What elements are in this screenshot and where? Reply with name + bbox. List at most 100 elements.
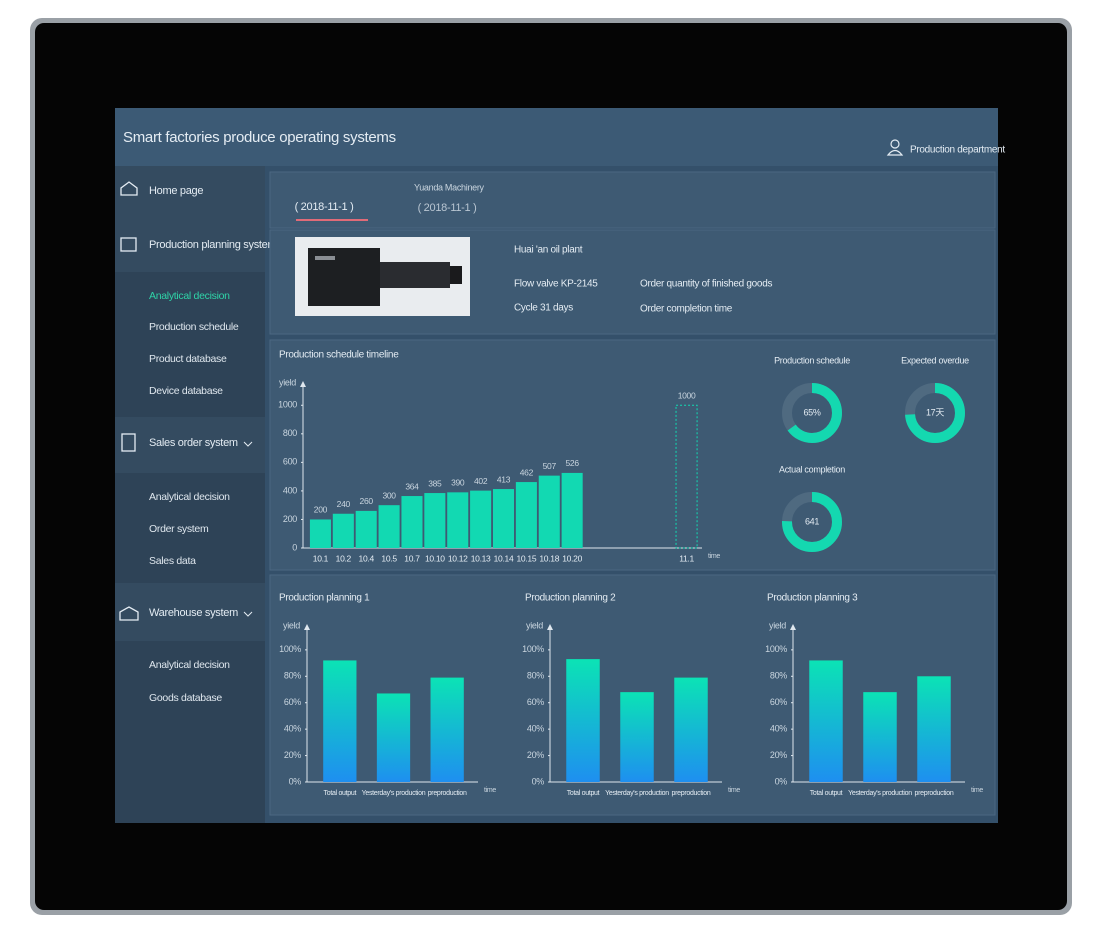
tabs-panel [269,171,996,229]
menu-item[interactable]: Sales order system [149,437,238,449]
x-tick-label: 10.20 [562,553,582,563]
y-tick-label: 20% [527,750,544,760]
menu-item[interactable]: Warehouse system [149,607,238,619]
planning-icon [120,237,137,252]
x-axis-label: time [728,787,740,794]
value-label: 526 [565,458,579,468]
valve-drawing [308,248,462,306]
tab[interactable]: ( 2018-11-1 ) [295,201,354,213]
value-label: 240 [337,499,351,509]
submenu-bg [115,641,265,823]
value-label: 402 [474,476,488,486]
donut-title: Actual completion [779,464,845,474]
bar [378,505,400,548]
axis-arrow [300,381,306,387]
bar [675,404,698,549]
value-label: 507 [543,461,557,471]
value-label: 260 [360,496,374,506]
submenu-item[interactable]: Goods database [149,692,223,704]
submenu-item[interactable]: Product database [149,353,227,365]
submenu-item[interactable]: Production schedule [149,321,239,333]
bar [401,496,423,548]
bar [309,519,331,548]
x-tick-label: preproduction [428,790,467,797]
submenu-item[interactable]: Analytical decision [149,491,230,503]
x-tick-label: 10.12 [448,553,468,563]
y-tick-label: 0% [532,776,545,786]
value-label: 200 [314,505,328,515]
y-tick-label: 100% [765,644,787,654]
y-tick-label: 100% [522,644,544,654]
y-tick-label: 0% [775,776,788,786]
donut-value: 65% [803,407,820,417]
x-tick-label: preproduction [672,790,711,797]
x-tick-label: 10.13 [471,553,491,563]
x-tick-label: Yesterday's production [848,790,912,797]
x-tick-label: Yesterday's production [362,790,426,797]
y-tick-label: 80% [527,671,544,681]
value-label: 300 [382,490,396,500]
tab[interactable]: ( 2018-11-1 ) [418,202,477,214]
tab-underline [296,219,368,221]
tab-company[interactable]: Yuanda Machinery [414,182,485,192]
bar [515,482,537,548]
field-label: Order quantity of finished goods [640,279,772,290]
x-tick-label: 11.1 [679,553,694,563]
menu-item[interactable]: Home page [149,185,204,197]
y-tick-label: 20% [284,750,301,760]
donut-arc [782,383,842,443]
bar [620,692,654,782]
x-tick-label: preproduction [915,790,954,797]
submenu-item[interactable]: Order system [149,523,209,535]
submenu-item[interactable]: Device database [149,385,223,397]
value-label: 413 [497,474,511,484]
y-tick-label: 800 [283,428,297,438]
menu-item[interactable]: Production planning system [149,239,277,251]
donut-arc [905,383,965,443]
y-axis-label: yield [769,620,786,630]
x-tick-label: 10.1 [313,553,329,563]
user-name[interactable]: Production department [910,145,1006,156]
submenu-item[interactable]: Sales data [149,555,196,567]
chevron[interactable] [243,611,253,617]
y-tick-label: 0% [289,776,302,786]
home-icon [120,181,138,196]
y-tick-label: 60% [284,697,301,707]
chevron[interactable] [243,441,253,447]
chart-title: Production schedule timeline [279,350,399,361]
x-axis-label: time [484,787,496,794]
value-label: 1000 [678,391,696,401]
bar [561,472,583,548]
bar [566,659,600,782]
value-label: 364 [405,481,419,491]
donut-title: Expected overdue [901,355,969,365]
y-tick-label: 1000 [278,400,297,410]
chart-title: Production planning 1 [279,593,370,604]
y-tick-label: 40% [284,724,301,734]
x-tick-label: 10.4 [359,553,375,563]
bar [447,492,469,548]
y-tick-label: 40% [527,724,544,734]
x-tick-label: 10.7 [404,553,420,563]
value-label: 390 [451,478,465,488]
axis-arrow [304,624,310,630]
y-tick-label: 80% [770,671,787,681]
app-title: Smart factories produce operating system… [123,129,396,146]
x-tick-label: Yesterday's production [605,790,669,797]
submenu-item[interactable]: Analytical decision [149,659,230,671]
x-axis-label: time [971,787,983,794]
chart-title: Production planning 3 [767,593,858,604]
cycle: Cycle 31 days [514,303,573,314]
bar [430,677,464,782]
bar [332,513,354,548]
donut-value: 17天 [926,407,944,417]
donut-title: Production schedule [774,355,850,365]
model: Flow valve KP-2145 [514,279,598,290]
x-tick-label: 10.18 [539,553,559,563]
y-tick-label: 100% [279,644,301,654]
submenu-item[interactable]: Analytical decision [149,290,230,302]
y-tick-label: 80% [284,671,301,681]
y-tick-label: 400 [283,485,297,495]
